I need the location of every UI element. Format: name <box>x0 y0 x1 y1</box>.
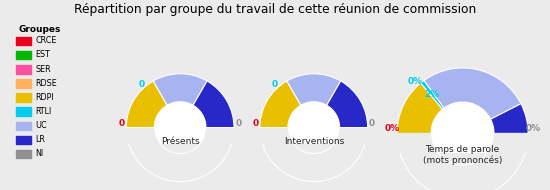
Text: 1: 1 <box>177 82 183 91</box>
Text: SER: SER <box>36 65 51 74</box>
Text: 28%: 28% <box>406 108 428 117</box>
Wedge shape <box>126 81 167 128</box>
Text: 2%: 2% <box>425 90 439 99</box>
Text: 1: 1 <box>275 103 282 112</box>
Text: 0: 0 <box>138 80 145 89</box>
Text: 55%: 55% <box>464 81 485 89</box>
Text: 1: 1 <box>141 103 148 112</box>
Text: 1: 1 <box>212 103 219 112</box>
Text: Répartition par groupe du travail de cette réunion de commission: Répartition par groupe du travail de cet… <box>74 3 476 16</box>
Wedge shape <box>397 134 528 190</box>
Text: 0: 0 <box>369 119 375 128</box>
Bar <box>16 108 31 116</box>
Wedge shape <box>491 104 528 134</box>
Text: RDSE: RDSE <box>36 79 57 88</box>
Bar <box>116 128 245 190</box>
Wedge shape <box>126 128 234 182</box>
Wedge shape <box>193 81 234 128</box>
Text: EST: EST <box>36 50 51 59</box>
Text: RDPI: RDPI <box>36 93 54 102</box>
Text: 0%: 0% <box>408 77 423 86</box>
Text: Présents: Présents <box>161 137 200 146</box>
Text: 1: 1 <box>311 82 317 91</box>
Text: Interventions: Interventions <box>284 137 344 146</box>
Wedge shape <box>153 74 207 105</box>
Text: Groupes: Groupes <box>19 25 61 34</box>
Wedge shape <box>421 80 444 109</box>
Bar <box>16 79 31 88</box>
Text: NI: NI <box>36 149 44 158</box>
Wedge shape <box>327 81 368 128</box>
Text: 0: 0 <box>119 119 125 128</box>
Text: 0: 0 <box>272 80 278 89</box>
Text: 0: 0 <box>252 119 258 128</box>
Bar <box>16 122 31 130</box>
Bar <box>249 128 378 190</box>
Bar <box>384 134 541 190</box>
Text: Temps de parole
(mots prononcés): Temps de parole (mots prononcés) <box>423 145 502 165</box>
Circle shape <box>154 102 206 154</box>
Bar <box>16 51 31 59</box>
Text: LR: LR <box>36 135 46 144</box>
Wedge shape <box>424 68 521 119</box>
Text: 0: 0 <box>235 119 241 128</box>
Wedge shape <box>397 83 443 134</box>
Text: CRCE: CRCE <box>36 36 57 45</box>
Text: UC: UC <box>36 121 47 130</box>
Bar <box>16 37 31 45</box>
Wedge shape <box>260 81 301 128</box>
Text: 1: 1 <box>346 103 353 112</box>
Wedge shape <box>287 74 341 105</box>
Bar <box>16 65 31 74</box>
Text: 0%: 0% <box>526 124 541 133</box>
Wedge shape <box>260 128 368 182</box>
Circle shape <box>288 102 340 154</box>
Text: 15%: 15% <box>500 117 522 126</box>
Text: RTLI: RTLI <box>36 107 52 116</box>
Circle shape <box>431 102 494 165</box>
Bar <box>16 136 31 144</box>
Bar <box>16 150 31 158</box>
Text: 0%: 0% <box>384 124 399 133</box>
Bar <box>16 93 31 102</box>
